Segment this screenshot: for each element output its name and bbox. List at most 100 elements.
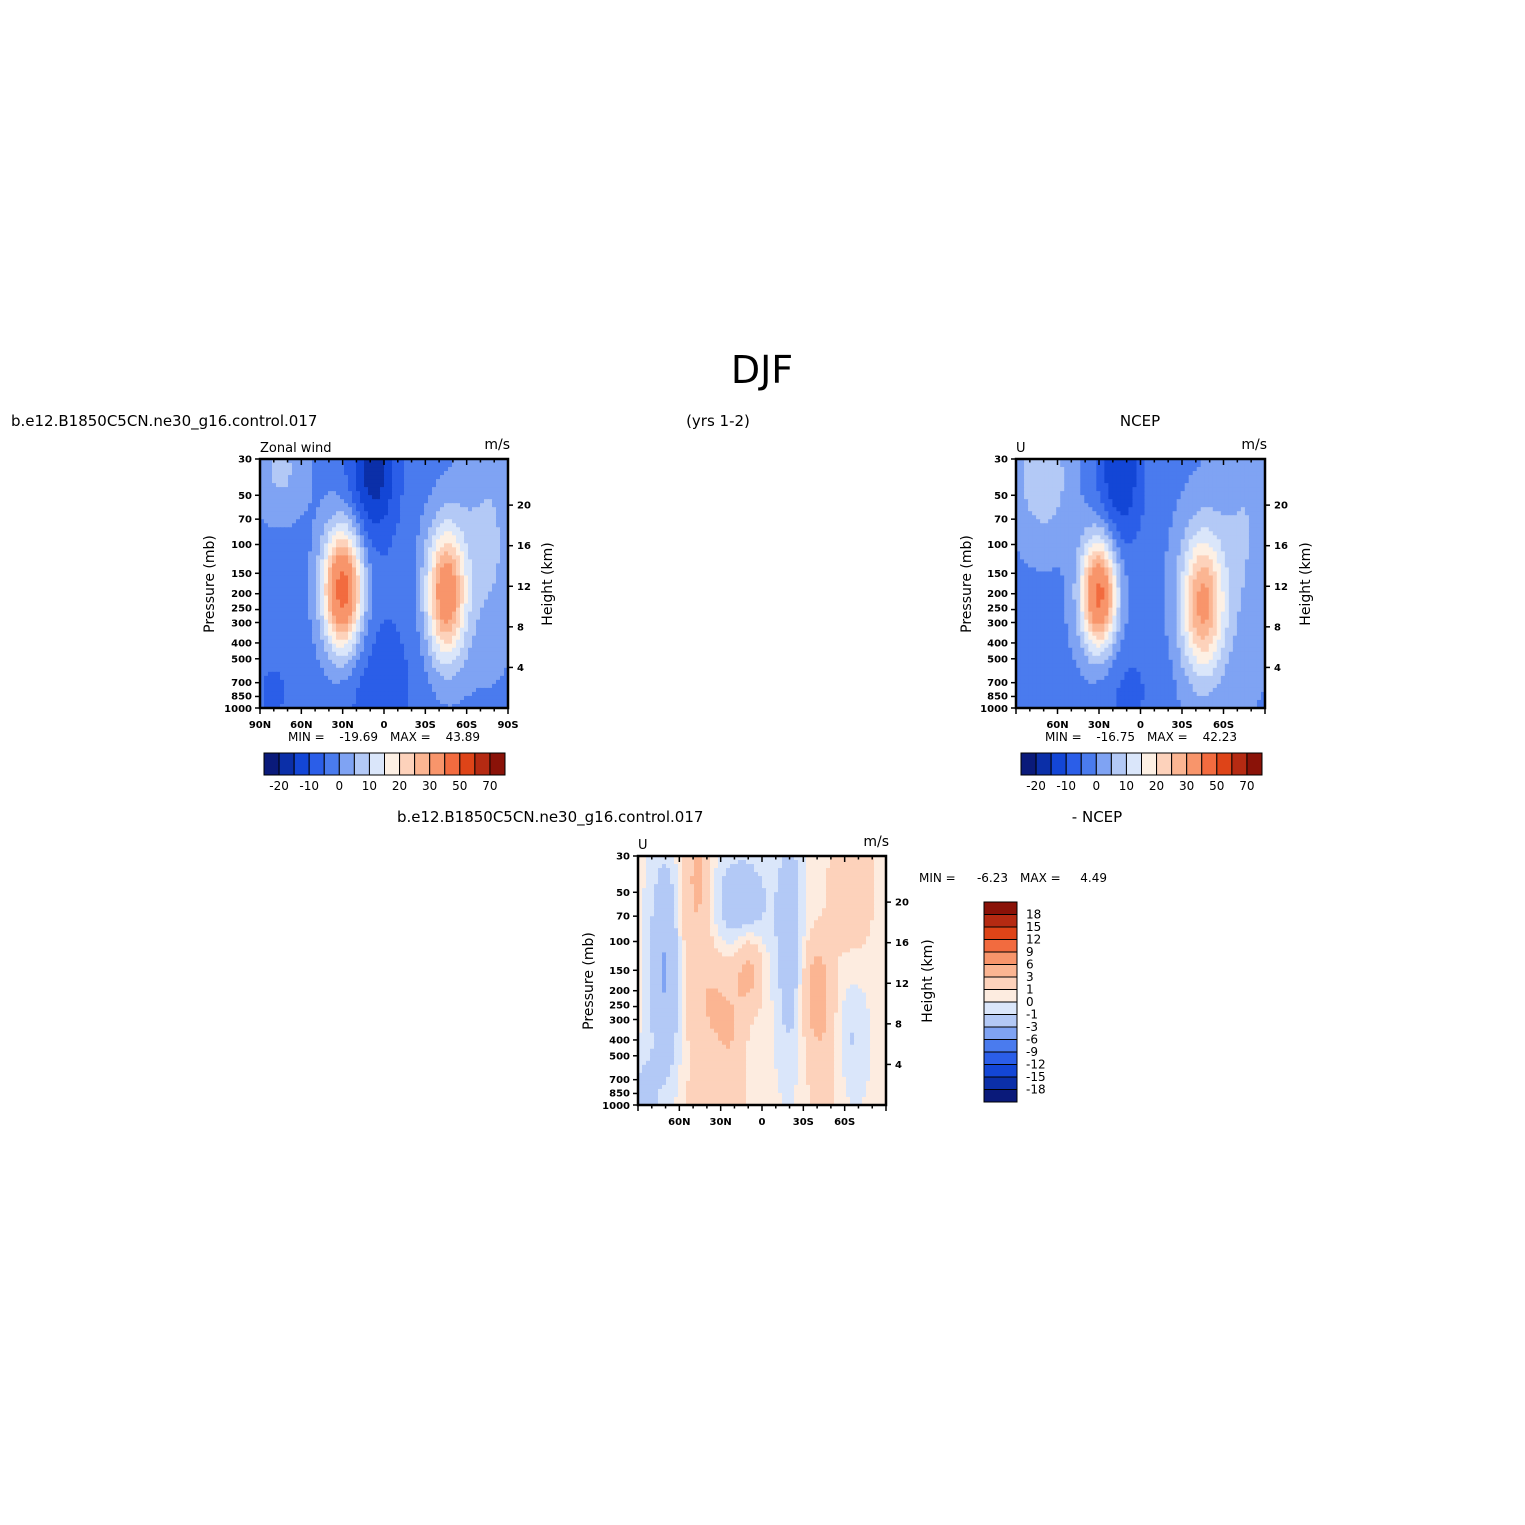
obs-min-value: -16.75	[1096, 730, 1135, 744]
y-tick-label: 70	[616, 912, 630, 923]
diff-min-value: -6.23	[977, 871, 1008, 885]
obs-max-value: 42.23	[1203, 730, 1237, 744]
colorbar-swatch	[278, 752, 295, 776]
y-tick-label: 500	[231, 654, 252, 665]
colorbar-swatch	[1201, 752, 1218, 776]
colorbar-label: -3	[1026, 1020, 1038, 1034]
colorbar-swatch	[1110, 752, 1127, 776]
colorbar-swatch	[293, 752, 310, 776]
y2-tick-label: 20	[895, 898, 909, 909]
colorbar-swatch	[474, 752, 491, 776]
diff-units-label: m/s	[863, 834, 889, 850]
colorbar-swatch	[983, 1014, 1018, 1028]
colorbar-swatch	[983, 964, 1018, 978]
obs-contour-field	[1016, 459, 1266, 709]
colorbar-label: 0	[335, 779, 343, 793]
x-tick-label: 30N	[710, 1117, 732, 1128]
y2-tick-label: 8	[517, 622, 524, 633]
y-tick-label: 850	[987, 691, 1008, 702]
y-tick-label: 500	[609, 1051, 630, 1062]
obs-title: NCEP	[1120, 412, 1160, 430]
colorbar-swatch	[1065, 752, 1082, 776]
colorbar-swatch	[323, 752, 340, 776]
y2-tick-label: 4	[517, 663, 524, 674]
colorbar-swatch	[368, 752, 385, 776]
y-tick-label: 30	[238, 455, 252, 466]
x-tick-label: 60S	[1213, 720, 1234, 731]
y-tick-label: 150	[987, 569, 1008, 580]
colorbar-label: 20	[1149, 779, 1164, 793]
model-units-label: m/s	[484, 437, 510, 453]
y-tick-label: 100	[609, 937, 630, 948]
model-y-axis-label: Pressure (mb)	[202, 535, 218, 633]
y-tick-label: 200	[987, 589, 1008, 600]
colorbar-swatch	[414, 752, 431, 776]
model-min-value: -19.69	[339, 730, 378, 744]
colorbar-swatch	[429, 752, 446, 776]
colorbar-swatch	[263, 752, 280, 776]
y2-tick-label: 8	[895, 1019, 902, 1030]
colorbar-swatch	[384, 752, 401, 776]
colorbar-swatch	[1035, 752, 1052, 776]
colorbar-swatch	[983, 1051, 1018, 1065]
colorbar-label: 20	[392, 779, 407, 793]
y-tick-label: 150	[231, 569, 252, 580]
model-panel: Zonal wind m/s Pressure (mb) Height (km)…	[202, 437, 556, 793]
colorbar-label: -10	[299, 779, 319, 793]
y-tick-label: 850	[231, 691, 252, 702]
y-tick-label: 700	[987, 678, 1008, 689]
colorbar-swatch	[983, 926, 1018, 940]
colorbar-swatch	[1080, 752, 1097, 776]
colorbar-swatch	[983, 1001, 1018, 1015]
diff-contour-field	[638, 856, 887, 1106]
colorbar-swatch	[983, 939, 1018, 953]
colorbar-label: -20	[1026, 779, 1046, 793]
model-contour-field	[260, 459, 509, 709]
y-tick-label: 100	[231, 540, 252, 551]
x-tick-label: 30N	[1088, 720, 1110, 731]
y2-tick-label: 16	[1274, 541, 1288, 552]
colorbar-swatch	[983, 1026, 1018, 1040]
colorbar-label: 50	[1209, 779, 1224, 793]
x-tick-label: 0	[381, 720, 388, 731]
colorbar-swatch	[1141, 752, 1158, 776]
colorbar-swatch	[983, 976, 1018, 990]
diff-variable-label: U	[638, 838, 648, 853]
colorbar-label: 12	[1026, 933, 1041, 947]
diff-y2-axis-label: Height (km)	[920, 939, 936, 1022]
colorbar-swatch	[338, 752, 355, 776]
y2-tick-label: 4	[895, 1060, 902, 1071]
model-y2-axis-label: Height (km)	[540, 542, 556, 625]
y2-tick-label: 12	[895, 979, 909, 990]
colorbar-label: -20	[269, 779, 289, 793]
y2-tick-label: 12	[517, 582, 531, 593]
colorbar-label: 0	[1092, 779, 1100, 793]
colorbar-label: 18	[1026, 908, 1041, 922]
y-tick-label: 700	[609, 1075, 630, 1086]
colorbar-label: 10	[1119, 779, 1134, 793]
colorbar-label: -9	[1026, 1045, 1038, 1059]
y-tick-label: 400	[987, 638, 1008, 649]
obs-y2-axis-label: Height (km)	[1298, 542, 1314, 625]
x-tick-label: 0	[759, 1117, 766, 1128]
x-tick-label: 60S	[834, 1117, 855, 1128]
colorbar-label: 70	[482, 779, 497, 793]
y-tick-label: 700	[231, 678, 252, 689]
colorbar-label: 15	[1026, 920, 1041, 934]
obs-panel: U m/s Pressure (mb) Height (km) 30 50 70 10…	[959, 437, 1314, 793]
y-tick-label: 500	[987, 654, 1008, 665]
colorbar-swatch	[1186, 752, 1203, 776]
y-tick-label: 70	[994, 515, 1008, 526]
colorbar-swatch	[1156, 752, 1173, 776]
y2-tick-label: 20	[517, 501, 531, 512]
colorbar-label: 30	[422, 779, 437, 793]
diff-axis-ticks: 30 50 70 100 150 200 250 300 400 500 700 850 1000 20 1…	[602, 852, 909, 1129]
colorbar-swatch	[983, 1076, 1018, 1090]
x-tick-label: 60N	[668, 1117, 690, 1128]
x-tick-label: 90N	[249, 720, 271, 731]
diff-max-value: 4.49	[1080, 871, 1107, 885]
model-max-label: MAX =	[390, 730, 431, 744]
colorbar-label: -1	[1026, 1008, 1038, 1022]
model-variable-label: Zonal wind	[260, 441, 332, 456]
y-tick-label: 850	[609, 1088, 630, 1099]
